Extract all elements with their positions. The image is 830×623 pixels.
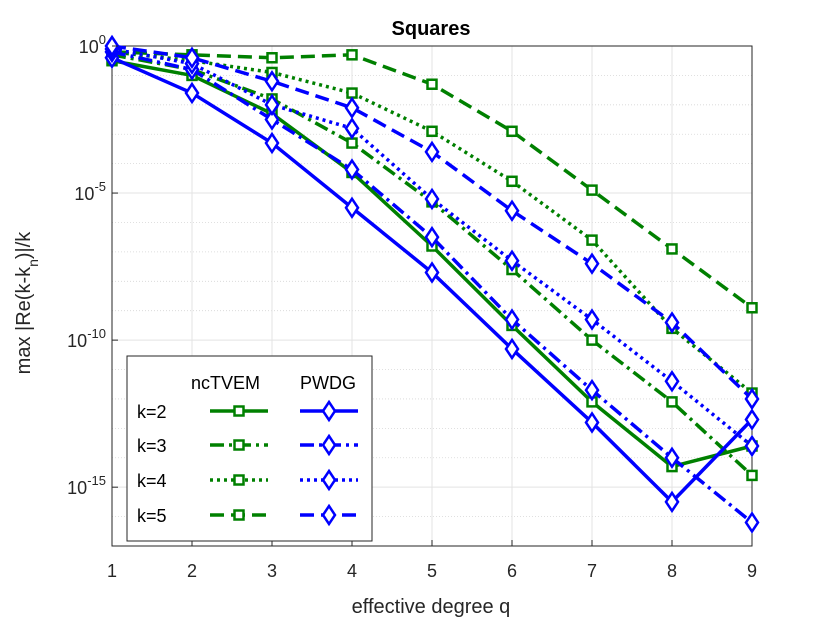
data-point <box>664 370 680 393</box>
data-point <box>504 337 520 361</box>
legend-row-label: k=3 <box>137 436 167 456</box>
y-axis-label: max |Re(k-kn)|/k <box>13 231 41 375</box>
data-point <box>264 108 280 131</box>
data-point <box>586 184 598 196</box>
data-point <box>746 469 758 482</box>
series-pwdg-k5 <box>104 34 760 411</box>
legend-samples <box>210 399 358 527</box>
ticks: 1 2 3 4 5 6 7 8 9 100 10-5 10-10 10-15 <box>67 32 757 581</box>
data-point <box>744 387 760 411</box>
data-point <box>346 137 358 149</box>
legend-marker <box>321 399 337 423</box>
data-point <box>506 125 518 138</box>
data-point <box>586 334 598 346</box>
y-tick-label: 10-5 <box>74 179 106 204</box>
data-point <box>184 81 200 105</box>
data-point <box>586 234 598 246</box>
data-point <box>666 396 678 408</box>
data-point <box>424 261 440 284</box>
legend-row-label: k=5 <box>137 506 167 526</box>
x-axis-label: effective degree q <box>352 596 511 618</box>
data-point <box>344 196 360 220</box>
data-point <box>346 49 358 61</box>
x-tick-label: 6 <box>507 561 517 581</box>
data-point <box>584 308 600 331</box>
legend-marker <box>233 509 245 521</box>
legend-row-label: k=4 <box>137 471 167 491</box>
y-axis-label-sub: n <box>25 259 41 267</box>
x-tick-label: 1 <box>107 561 117 581</box>
data-point <box>584 411 600 434</box>
data-point <box>346 87 358 99</box>
legend-marker <box>233 474 245 486</box>
x-tick-label: 5 <box>427 561 437 581</box>
y-tick-label: 100 <box>79 32 106 57</box>
legend-marker <box>233 405 245 417</box>
x-tick-label: 3 <box>267 561 277 581</box>
data-point <box>344 158 360 181</box>
data-point <box>664 446 680 470</box>
data-point <box>184 46 200 70</box>
data-point <box>344 117 360 140</box>
data-point <box>426 125 438 138</box>
legend-row-label: k=2 <box>137 402 167 422</box>
series-pwdg-k2 <box>104 46 760 514</box>
series-layer <box>104 34 760 534</box>
legend-header-nctvem: ncTVEM <box>191 373 260 393</box>
legend: ncTVEM PWDG k=2 k=3 k=4 k=5 <box>126 355 373 542</box>
data-point <box>504 308 520 331</box>
data-point <box>744 408 760 431</box>
data-point <box>266 52 278 64</box>
legend-marker <box>321 468 337 492</box>
data-point <box>426 78 438 90</box>
data-point <box>744 511 760 534</box>
data-point <box>584 378 600 402</box>
data-point <box>746 302 758 314</box>
data-point <box>264 131 280 155</box>
data-point <box>424 187 440 211</box>
data-point <box>584 252 600 275</box>
x-tick-label: 9 <box>747 561 757 581</box>
data-point <box>264 70 280 93</box>
y-tick-label: 10-10 <box>67 326 106 351</box>
data-point <box>664 311 680 334</box>
legend-header-pwdg: PWDG <box>300 373 356 393</box>
data-point <box>504 199 520 222</box>
x-tick-label: 8 <box>667 561 677 581</box>
data-point <box>744 434 760 458</box>
x-tick-label: 4 <box>347 561 357 581</box>
legend-marker <box>233 439 245 451</box>
y-axis-label-tail: )|/k <box>13 231 35 259</box>
data-point <box>264 93 280 117</box>
legend-marker <box>321 503 337 527</box>
y-axis-label-main: max |Re(k-k <box>13 266 35 374</box>
y-tick-label: 10-15 <box>67 473 106 498</box>
data-point <box>506 175 518 188</box>
legend-marker <box>321 433 337 457</box>
data-point <box>424 140 440 164</box>
chart-title: Squares <box>392 18 471 40</box>
data-point <box>424 225 440 249</box>
series-line <box>111 50 754 524</box>
data-point <box>344 96 360 120</box>
data-point <box>664 490 680 514</box>
series-pwdg-k4 <box>104 37 760 458</box>
data-point <box>504 249 520 272</box>
x-tick-label: 7 <box>587 561 597 581</box>
x-tick-label: 2 <box>187 561 197 581</box>
data-point <box>666 243 678 255</box>
